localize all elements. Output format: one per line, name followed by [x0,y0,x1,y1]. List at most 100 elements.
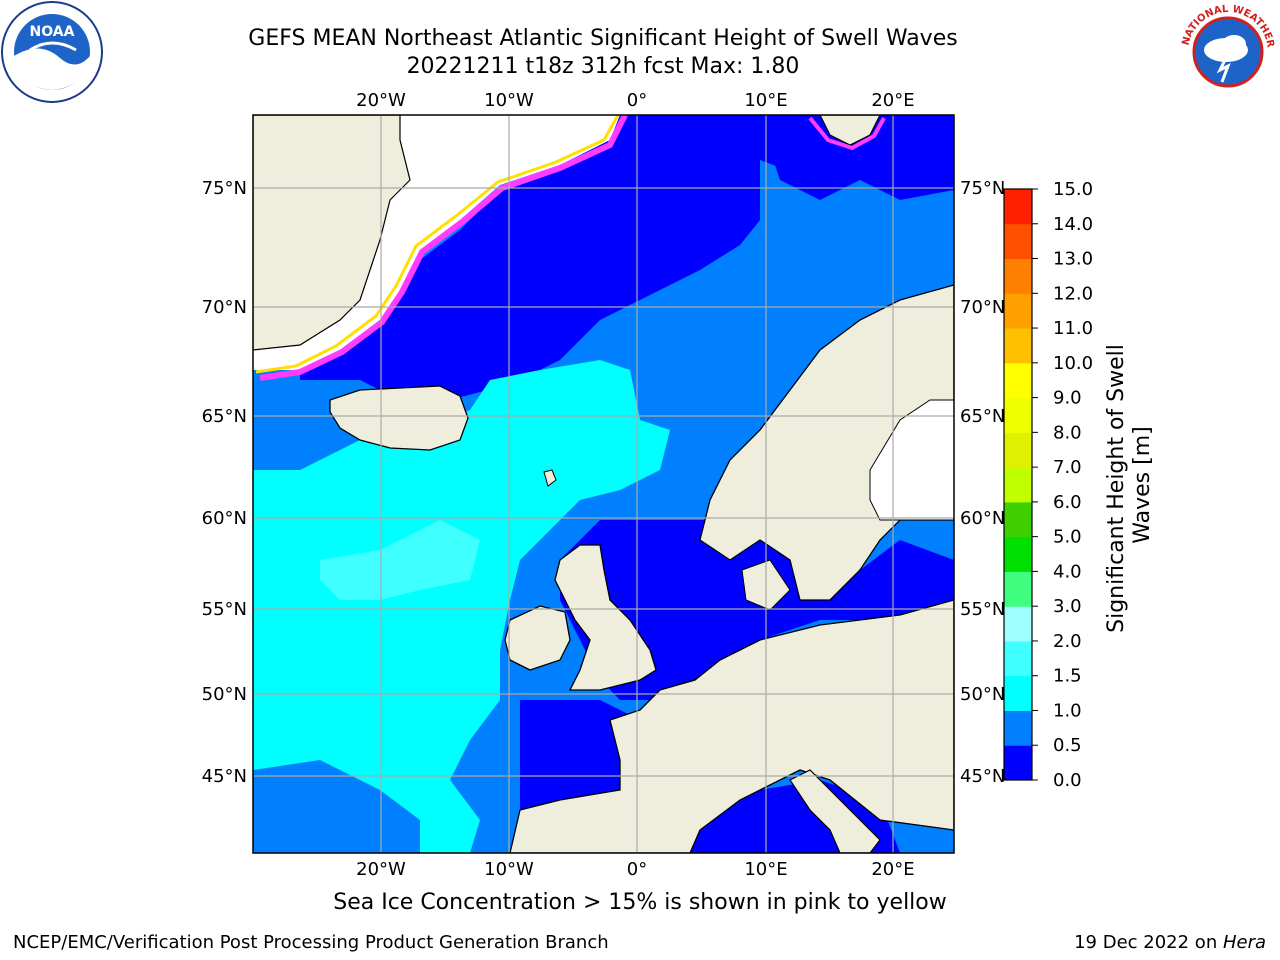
lon-labels-bottom: 20°W 10°W 0° 10°E 20°E [356,859,914,880]
colorbar-bin [1004,328,1032,364]
lon-label-bottom: 20°W [356,859,406,880]
swell-band-highest [320,520,480,600]
svalbard-land [819,115,881,146]
colorbar-bin [1004,258,1032,294]
colorbar-bin [1004,501,1032,538]
swell-band-mid-sw [253,760,420,853]
map-area [253,115,954,853]
map-frame [252,114,955,854]
colorbar [1004,189,1032,781]
gulf-of-bothnia [869,399,954,521]
swell-band-low-north [300,115,954,400]
swell-band-low-biscay [520,700,640,810]
lat-label-left: 60°N [202,508,247,529]
colorbar-tick-label: 3.0 [1053,596,1082,617]
colorbar-tick-label: 13.0 [1053,249,1093,270]
lat-label-right: 65°N [960,406,1005,427]
colorbar-bin [1004,362,1032,399]
colorbar-label-line1: Significant Height of Swell [1104,344,1129,633]
colorbar-tick-label: 15.0 [1053,179,1093,200]
iceland-land [329,385,469,451]
lon-label-top: 20°E [871,90,914,111]
colorbar-tick-label: 8.0 [1053,422,1082,443]
sea-ice-note: Sea Ice Concentration > 15% is shown in … [333,890,947,915]
lat-label-right: 60°N [960,508,1005,529]
colorbar-tick-label: 2.0 [1053,631,1082,652]
sea-ice-edge-yellow [255,115,620,374]
colorbar-tick-label: 0.5 [1053,735,1082,756]
swell-band-low-northsea [560,520,954,700]
colorbar-bin [1004,432,1032,468]
faroe-islands [543,469,557,487]
lon-label-top: 0° [627,90,647,111]
colorbar-bin [1004,223,1032,260]
colorbar-bin [1004,675,1032,711]
greenland-land [253,115,411,351]
swell-band-high [253,360,670,853]
svalbard-ice [808,116,886,151]
scandinavia-land [699,284,954,601]
colorbar-bin [1004,710,1032,746]
lat-label-right: 75°N [960,178,1005,199]
nws-logo: NATIONAL WEATHER SERVICE [1176,0,1278,102]
colorbar-bin [1004,606,1032,642]
colorbar-bin [1004,640,1032,677]
colorbar-bin [1004,189,1032,225]
colorbar-tick-label: 9.0 [1053,388,1082,409]
lon-label-bottom: 0° [627,859,647,880]
colorbar-bin [1004,745,1032,781]
noaa-logo-text: NOAA [30,24,75,40]
credit-date: 19 Dec 2022 on [1074,932,1223,953]
lat-label-right: 55°N [960,599,1005,620]
colorbar-frame [1003,188,1033,781]
lat-label-left: 45°N [202,766,247,787]
lon-label-top: 10°E [744,90,787,111]
lat-label-left: 70°N [202,297,247,318]
lat-labels-right: 75°N 70°N 65°N 60°N 55°N 50°N 45°N [960,178,1005,787]
lon-label-bottom: 10°E [744,859,787,880]
lon-label-top: 10°W [484,90,534,111]
colorbar-tick-label: 4.0 [1053,561,1082,582]
lat-label-left: 75°N [202,178,247,199]
lon-label-bottom: 10°W [484,859,534,880]
colorbar-tick-label: 6.0 [1053,492,1082,513]
colorbar-tick-label: 14.0 [1053,214,1093,235]
colorbar-tick-label: 0.0 [1053,770,1082,791]
map-grid [253,115,954,853]
lat-label-left: 50°N [202,684,247,705]
colorbar-tick-label: 1.5 [1053,666,1082,687]
swell-band-low-arctic [760,120,954,200]
lat-label-right: 45°N [960,766,1005,787]
colorbar-bin [1004,571,1032,607]
colorbar-ticks: 0.0 0.5 1.0 1.5 2.0 3.0 4.0 5.0 6.0 7.0 8.0 9.0 10.0… [1032,179,1093,791]
europe-mainland [509,599,954,853]
credit-right: 19 Dec 2022 on Hera [1074,932,1266,953]
colorbar-tick-label: 12.0 [1053,283,1093,304]
colorbar-tick-label: 10.0 [1053,353,1093,374]
colorbar-label-line2: Waves [m] [1130,426,1155,543]
lon-label-bottom: 20°E [871,859,914,880]
colorbar-bin [1004,293,1032,329]
chart-title: GEFS MEAN Northeast Atlantic Significant… [248,26,958,51]
ireland-land [504,605,571,671]
colorbar-tick-label: 11.0 [1053,318,1093,339]
lat-labels-left: 75°N 70°N 65°N 60°N 55°N 50°N 45°N [202,178,247,787]
chart-subtitle: 20221211 t18z 312h fcst Max: 1.80 [406,54,800,79]
colorbar-bin [1004,536,1032,572]
colorbar-tick-label: 7.0 [1053,457,1082,478]
italy-land [789,769,881,853]
lat-label-left: 55°N [202,599,247,620]
lat-label-right: 70°N [960,297,1005,318]
credit-left: NCEP/EMC/Verification Post Processing Pr… [13,932,609,953]
colorbar-bin [1004,467,1032,503]
colorbar-tick-label: 1.0 [1053,700,1082,721]
credit-host: Hera [1222,932,1266,953]
lon-labels-top: 20°W 10°W 0° 10°E 20°E [356,90,914,111]
colorbar-bin [1004,397,1032,433]
noaa-logo: NOAA [1,1,103,103]
lat-label-left: 65°N [202,406,247,427]
great-britain-land [554,544,657,691]
lat-label-right: 50°N [960,684,1005,705]
colorbar-label: Significant Height of Swell Waves [m] [1104,337,1155,633]
